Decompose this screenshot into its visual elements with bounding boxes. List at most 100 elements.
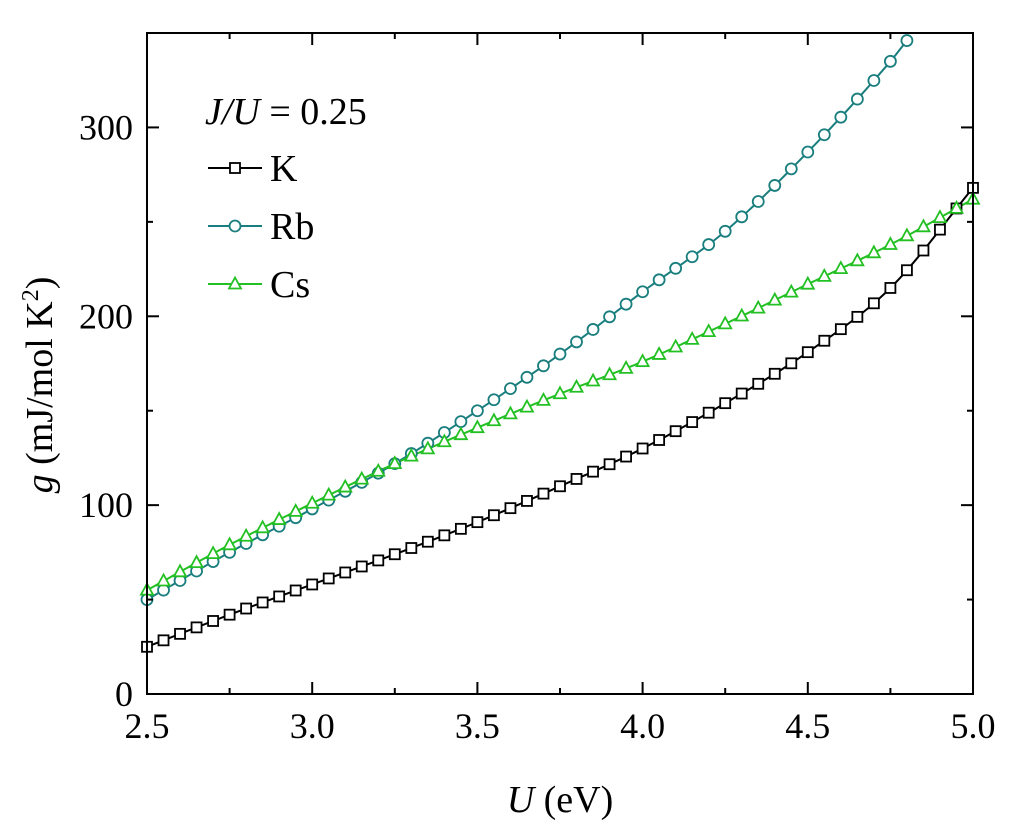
data-point-k bbox=[653, 434, 666, 446]
y-tick-label: 100 bbox=[79, 485, 133, 525]
data-point-cs bbox=[337, 478, 353, 493]
data-point-cs bbox=[502, 405, 518, 420]
data-point-k bbox=[702, 406, 715, 419]
data-point-cs bbox=[800, 275, 816, 290]
data-point-rb bbox=[520, 370, 534, 384]
data-point-k bbox=[306, 578, 319, 591]
data-point-cs bbox=[899, 227, 915, 242]
data-point-k bbox=[174, 627, 186, 640]
legend-label-cs: Cs bbox=[270, 264, 310, 306]
data-point-cs bbox=[552, 385, 568, 400]
data-point-cs bbox=[469, 419, 485, 434]
data-point-cs bbox=[915, 218, 931, 233]
data-point-k bbox=[504, 502, 517, 515]
data-point-cs bbox=[833, 260, 849, 274]
y-axis-symbol: g bbox=[19, 474, 61, 493]
axis-tick-labels: 2.5 3.0 3.5 4.0 4.5 5.0 0 100 200 300 bbox=[79, 107, 996, 746]
data-point-rb bbox=[801, 145, 815, 159]
data-point-cs bbox=[453, 426, 469, 441]
data-point-cs bbox=[354, 470, 370, 485]
data-point-rb bbox=[735, 210, 749, 224]
data-point-k bbox=[256, 596, 269, 609]
data-point-cs bbox=[948, 199, 964, 214]
legend: K Rb Cs bbox=[208, 148, 314, 306]
data-point-k bbox=[421, 535, 434, 548]
x-tick-label: 3.5 bbox=[455, 706, 500, 746]
data-point-cs bbox=[403, 447, 419, 462]
data-point-cs bbox=[535, 391, 551, 406]
data-point-k bbox=[901, 264, 913, 277]
data-point-cs bbox=[304, 494, 320, 509]
legend-marker-cs bbox=[227, 275, 243, 290]
y-axis-close: ) bbox=[19, 277, 61, 290]
data-point-cs bbox=[569, 378, 585, 393]
data-point-rb bbox=[867, 74, 881, 87]
annotation-italic: J/U bbox=[205, 91, 262, 133]
data-point-cs bbox=[767, 291, 783, 306]
data-point-k bbox=[768, 367, 781, 380]
data-point-cs bbox=[734, 307, 750, 322]
data-point-cs bbox=[387, 455, 403, 469]
legend-label-rb: Rb bbox=[270, 206, 314, 248]
data-point-k bbox=[834, 323, 847, 336]
series-markers bbox=[139, 34, 981, 653]
data-point-rb bbox=[603, 310, 616, 324]
data-point-k bbox=[223, 608, 236, 621]
data-point-cs bbox=[866, 244, 882, 259]
y-tick-label: 300 bbox=[79, 107, 133, 147]
y-axis-sup: 2 bbox=[18, 289, 44, 301]
data-point-cs bbox=[750, 299, 766, 314]
data-point-rb bbox=[817, 128, 831, 142]
data-point-cs bbox=[651, 346, 667, 360]
data-point-cs bbox=[436, 433, 452, 448]
y-tick-label: 0 bbox=[115, 674, 133, 714]
data-point-k bbox=[454, 522, 467, 535]
data-point-cs bbox=[222, 536, 238, 551]
data-point-cs bbox=[172, 563, 188, 578]
data-point-k bbox=[405, 542, 418, 554]
data-point-k bbox=[851, 310, 864, 323]
data-point-rb bbox=[884, 54, 897, 68]
x-tick-label: 2.5 bbox=[125, 706, 170, 746]
x-axis-symbol: U bbox=[507, 779, 537, 821]
data-point-k bbox=[388, 548, 401, 561]
data-point-k bbox=[322, 572, 335, 585]
data-point-cs bbox=[321, 486, 337, 501]
data-point-k bbox=[934, 223, 946, 236]
data-point-cs bbox=[255, 519, 271, 534]
data-point-k bbox=[636, 442, 649, 455]
axis-ticks bbox=[146, 33, 974, 695]
data-point-cs bbox=[602, 366, 618, 381]
data-point-rb bbox=[454, 415, 468, 429]
data-point-cs bbox=[205, 545, 221, 560]
data-point-cs bbox=[783, 283, 799, 298]
data-point-rb bbox=[900, 34, 914, 47]
x-tick-label: 3.0 bbox=[290, 706, 335, 746]
data-point-cs bbox=[271, 511, 287, 525]
data-point-k bbox=[355, 560, 368, 573]
data-point-k bbox=[488, 509, 500, 522]
data-point-cs bbox=[486, 412, 502, 427]
x-tick-label: 4.5 bbox=[785, 706, 830, 746]
data-point-cs bbox=[849, 252, 865, 267]
data-point-cs bbox=[156, 572, 172, 587]
data-point-k bbox=[801, 346, 814, 359]
x-axis-unit: (eV) bbox=[534, 779, 613, 821]
data-point-k bbox=[587, 465, 599, 478]
data-point-k bbox=[372, 554, 385, 567]
data-point-rb bbox=[850, 92, 864, 106]
x-tick-label: 4.0 bbox=[620, 706, 665, 746]
data-point-rb bbox=[487, 393, 501, 407]
data-point-cs bbox=[932, 209, 948, 223]
data-point-cs bbox=[585, 372, 601, 387]
data-point-k bbox=[867, 297, 880, 310]
data-point-k bbox=[884, 282, 897, 294]
data-point-rb bbox=[470, 404, 484, 418]
data-point-cs bbox=[882, 236, 898, 250]
data-point-k bbox=[471, 516, 484, 529]
data-point-k bbox=[686, 416, 699, 428]
x-axis-label: U (eV) bbox=[507, 779, 614, 821]
data-point-cs bbox=[635, 353, 651, 368]
data-point-k bbox=[785, 357, 798, 370]
